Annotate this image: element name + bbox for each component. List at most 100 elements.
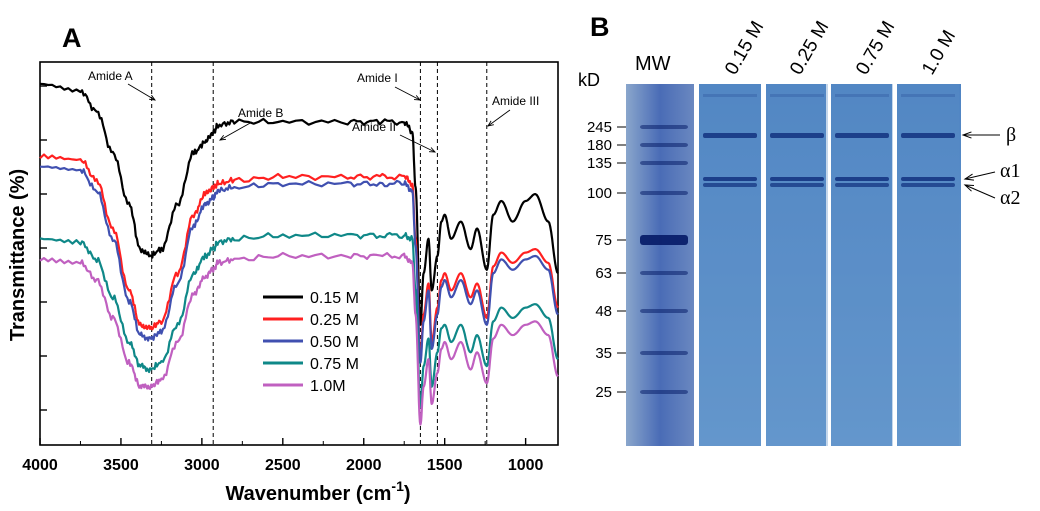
beta-band xyxy=(901,133,955,138)
kd-label: kD xyxy=(578,70,600,90)
alpha1-band xyxy=(703,177,757,181)
marker-label: 75 xyxy=(595,232,612,249)
lane-labels: 0.15 M 0.25 M 0.75 M 1.0 M xyxy=(721,18,960,79)
marker-label: 135 xyxy=(587,155,612,172)
sample-lane-1 xyxy=(766,84,828,446)
beta-band xyxy=(703,133,757,138)
marker-band xyxy=(640,309,688,313)
x-tick-label: 3500 xyxy=(103,457,139,474)
marker-band xyxy=(640,161,688,165)
lane-label-1: 0.25 M xyxy=(786,18,833,79)
sample-lane-3 xyxy=(897,84,959,446)
alpha2-band xyxy=(901,183,955,187)
amide-arrow-3 xyxy=(399,134,436,153)
amide-arrowhead-4 xyxy=(487,120,494,127)
marker-band xyxy=(640,125,688,129)
series-lines xyxy=(39,82,559,426)
marker-band xyxy=(640,351,688,355)
legend-label-3: 0.75 M xyxy=(310,356,359,373)
series-line-0 xyxy=(39,82,559,326)
marker-band xyxy=(640,143,688,147)
amide-label-4: Amide III xyxy=(492,94,539,108)
band-label-0: β xyxy=(1006,124,1016,146)
faint-band xyxy=(835,94,889,97)
marker-label: 25 xyxy=(595,384,612,401)
marker-band xyxy=(640,191,688,195)
x-tick-label: 1500 xyxy=(427,457,463,474)
alpha2-band xyxy=(703,183,757,187)
band-labels: β α1 α2 xyxy=(961,124,1020,209)
alpha1-band xyxy=(835,177,889,181)
beta-band xyxy=(770,133,824,138)
legend-label-2: 0.50 M xyxy=(310,334,359,351)
beta-band xyxy=(835,133,889,138)
band-arrow-2 xyxy=(964,184,996,199)
lane-separator xyxy=(826,84,831,446)
x-tick-label: 3000 xyxy=(184,457,220,474)
amide-arrowhead-1 xyxy=(218,134,227,141)
lane-label-2: 0.75 M xyxy=(852,18,899,79)
marker-band xyxy=(640,390,688,394)
legend-label-4: 1.0M xyxy=(310,378,346,395)
amide-label-0: Amide A xyxy=(88,69,133,83)
amide-annotations: Amide A Amide B Amide I Amide II Amide III xyxy=(88,69,539,153)
faint-band xyxy=(901,94,955,97)
faint-band xyxy=(770,94,824,97)
marker-label: 35 xyxy=(595,345,612,362)
marker-label: 48 xyxy=(595,303,612,320)
lane-separator xyxy=(694,84,699,446)
x-tick-label: 1000 xyxy=(508,457,544,474)
alpha1-band xyxy=(770,177,824,181)
marker-label: 100 xyxy=(587,185,612,202)
amide-label-2: Amide I xyxy=(357,71,398,85)
alpha2-band xyxy=(835,183,889,187)
panel-a-plot: Amide A Amide B Amide I Amide II Amide III 4… xyxy=(22,61,559,474)
plot-frame xyxy=(39,61,559,446)
marker-label: 63 xyxy=(595,265,612,282)
band-arrow-1 xyxy=(964,171,996,180)
lane-label-0: 0.15 M xyxy=(721,18,768,79)
legend-label-0: 0.15 M xyxy=(310,290,359,307)
marker-label: 180 xyxy=(587,137,612,154)
amide-label-3: Amide II xyxy=(352,120,396,134)
faint-band xyxy=(703,94,757,97)
lane-label-3: 1.0 M xyxy=(918,27,960,79)
band-label-1: α1 xyxy=(1000,160,1020,182)
lane-separator xyxy=(761,84,766,446)
band-arrowhead-1 xyxy=(963,173,974,181)
series-line-4 xyxy=(39,251,559,426)
band-arrowhead-2 xyxy=(963,184,975,192)
sample-lane-0 xyxy=(699,84,761,446)
x-tick-label: 4000 xyxy=(22,457,58,474)
series-line-2 xyxy=(39,165,559,364)
x-tick-label: 2500 xyxy=(265,457,301,474)
amide-arrowhead-2 xyxy=(413,95,422,101)
alpha2-band xyxy=(770,183,824,187)
lane-separator xyxy=(892,84,897,446)
panel-b-letter: B xyxy=(590,12,610,42)
amide-arrow-1 xyxy=(219,121,253,141)
series-line-3 xyxy=(39,231,559,409)
panel-a-letter: A xyxy=(62,23,82,53)
band-arrowhead-0 xyxy=(961,131,972,139)
x-tick-label: 2000 xyxy=(346,457,382,474)
marker-band xyxy=(640,235,688,245)
mw-label: MW xyxy=(635,53,671,75)
legend-label-1: 0.25 M xyxy=(310,312,359,329)
sample-lanes xyxy=(694,84,959,446)
alpha1-band xyxy=(901,177,955,181)
amide-arrow-2 xyxy=(394,86,421,101)
amide-arrowhead-0 xyxy=(148,94,156,101)
x-axis-label: Wavenumber (cm-1) xyxy=(225,478,410,505)
amide-arrowhead-3 xyxy=(428,147,437,153)
amide-arrow-4 xyxy=(487,109,511,127)
amide-arrow-0 xyxy=(127,83,156,101)
marker-label: 245 xyxy=(587,119,612,136)
y-axis-label: Transmittance (%) xyxy=(7,169,29,341)
sample-lane-2 xyxy=(831,84,893,446)
band-label-2: α2 xyxy=(1000,187,1020,209)
